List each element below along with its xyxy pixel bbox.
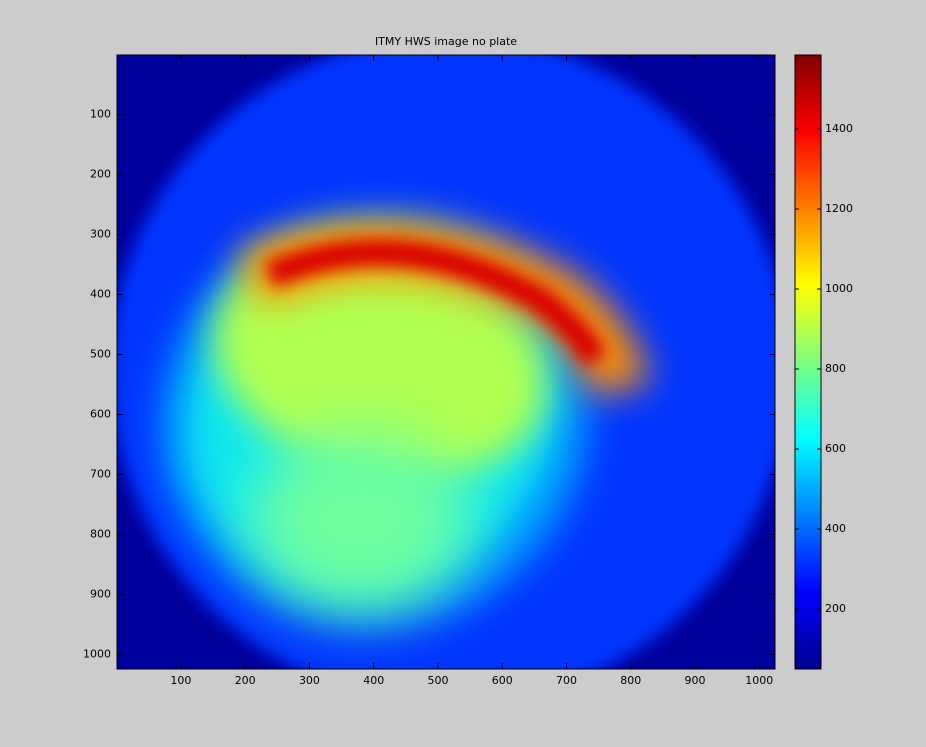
y-tick-label: 1000 [83, 647, 111, 660]
colorbar-tick-label: 1000 [825, 282, 853, 295]
y-tick-label: 600 [90, 407, 111, 420]
y-tick-label: 500 [90, 348, 111, 361]
x-tick-label: 900 [684, 674, 705, 687]
x-tick-label: 800 [620, 674, 641, 687]
x-tick-label: 700 [556, 674, 577, 687]
y-tick-label: 300 [90, 228, 111, 241]
axes-box [116, 54, 776, 670]
colorbar-tick-label: 1400 [825, 122, 853, 135]
colorbar-tick-label: 1200 [825, 202, 853, 215]
y-tick-label: 100 [90, 108, 111, 121]
colorbar-tick-label: 600 [825, 442, 846, 455]
y-tick-label: 700 [90, 467, 111, 480]
y-tick-label: 800 [90, 527, 111, 540]
colorbar [794, 54, 822, 670]
image [117, 55, 775, 669]
x-tick-label: 400 [363, 674, 384, 687]
chart-title: ITMY HWS image no plate [375, 35, 517, 48]
y-tick-label: 900 [90, 587, 111, 600]
colorbar-tick-label: 400 [825, 522, 846, 535]
x-tick-label: 300 [299, 674, 320, 687]
y-tick-label: 200 [90, 168, 111, 181]
colorbar-tick-label: 800 [825, 362, 846, 375]
colorbar-tick-label: 200 [825, 602, 846, 615]
x-tick-label: 200 [235, 674, 256, 687]
x-tick-label: 600 [492, 674, 513, 687]
x-tick-label: 1000 [745, 674, 773, 687]
x-tick-label: 500 [427, 674, 448, 687]
y-tick-label: 400 [90, 288, 111, 301]
x-tick-label: 100 [170, 674, 191, 687]
